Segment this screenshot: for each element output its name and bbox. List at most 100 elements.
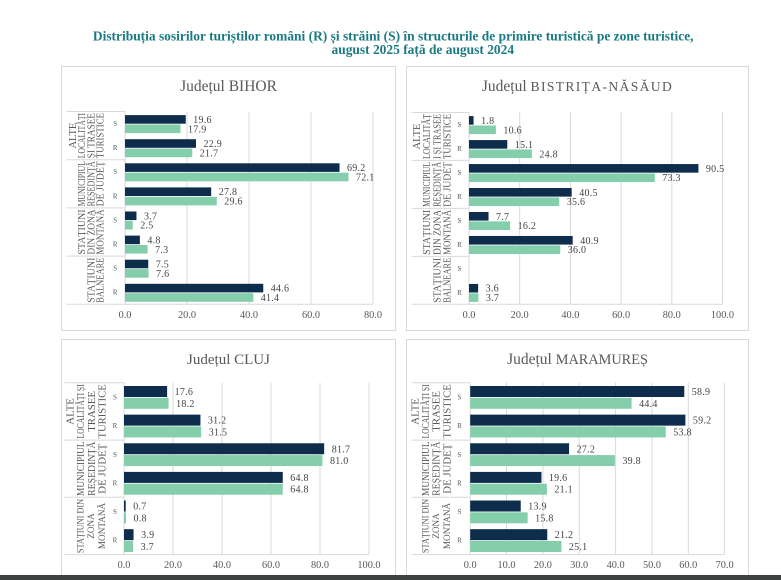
svg-text:REȘEDINȚĂ: REȘEDINȚĂ	[86, 441, 98, 495]
svg-text:REȘEDINȚĂ: REȘEDINȚĂ	[431, 162, 443, 207]
svg-text:20.0: 20.0	[534, 560, 552, 571]
svg-text:Județul BIHOR: Județul BIHOR	[180, 78, 278, 95]
svg-text:REȘEDINȚĂ: REȘEDINȚĂ	[431, 441, 443, 495]
svg-text:31.2: 31.2	[208, 416, 227, 427]
svg-text:BALNEARE: BALNEARE	[443, 258, 454, 303]
svg-text:27.8: 27.8	[219, 187, 238, 198]
svg-text:0.7: 0.7	[133, 502, 146, 513]
svg-text:0.0: 0.0	[463, 310, 476, 321]
svg-text:0.0: 0.0	[464, 560, 477, 571]
svg-text:40.0: 40.0	[213, 560, 231, 571]
svg-text:R: R	[457, 289, 462, 297]
svg-text:7.5: 7.5	[156, 260, 169, 271]
svg-text:17.9: 17.9	[188, 124, 207, 135]
svg-text:DIN ZONA: DIN ZONA	[86, 209, 97, 255]
svg-text:ALTE: ALTE	[409, 398, 421, 425]
svg-text:DE JUDEȚ: DE JUDEȚ	[441, 443, 453, 493]
svg-text:73.3: 73.3	[662, 173, 681, 184]
svg-text:39.8: 39.8	[622, 456, 641, 467]
svg-text:81.0: 81.0	[330, 456, 349, 467]
svg-text:R: R	[113, 192, 118, 200]
svg-text:24.8: 24.8	[539, 149, 558, 160]
svg-text:53.8: 53.8	[673, 427, 692, 438]
svg-text:DE JUDEȚ: DE JUDEȚ	[97, 443, 109, 493]
svg-text:80.0: 80.0	[311, 560, 329, 571]
svg-text:MUNICIPIUL: MUNICIPIUL	[77, 161, 88, 206]
svg-text:30.0: 30.0	[570, 560, 588, 571]
svg-text:R: R	[457, 193, 462, 201]
svg-text:7.3: 7.3	[155, 245, 168, 256]
svg-text:60.0: 60.0	[302, 310, 320, 321]
svg-text:STAȚIUNI: STAȚIUNI	[432, 257, 443, 302]
svg-text:41.4: 41.4	[261, 293, 280, 304]
svg-text:29.6: 29.6	[224, 197, 243, 208]
svg-text:44.6: 44.6	[271, 284, 290, 295]
svg-text:7.6: 7.6	[156, 269, 169, 280]
svg-text:ALTE: ALTE	[64, 398, 76, 425]
svg-text:TRASEE: TRASEE	[86, 391, 98, 432]
svg-text:STAȚIUNI: STAȚIUNI	[86, 257, 97, 303]
svg-text:36.0: 36.0	[568, 245, 587, 256]
svg-text:64.8: 64.8	[290, 485, 309, 496]
svg-text:S: S	[113, 451, 117, 459]
svg-text:STAȚIUNI DIN: STAȚIUNI DIN	[75, 499, 86, 554]
svg-text:MUNICIPIUL: MUNICIPIUL	[75, 442, 87, 496]
svg-text:TURISTICE: TURISTICE	[97, 384, 109, 439]
svg-text:S: S	[113, 508, 117, 516]
svg-text:3.6: 3.6	[486, 284, 499, 295]
svg-text:R: R	[457, 480, 462, 488]
svg-text:69.2: 69.2	[347, 163, 366, 174]
svg-text:LOCALITĂȚI: LOCALITĂȚI	[76, 113, 88, 159]
svg-text:64.8: 64.8	[290, 473, 309, 484]
svg-text:0.8: 0.8	[134, 513, 147, 524]
svg-text:20.0: 20.0	[511, 310, 529, 321]
svg-text:60.0: 60.0	[679, 560, 697, 571]
svg-text:3.7: 3.7	[141, 542, 154, 553]
svg-text:40.9: 40.9	[580, 236, 599, 247]
svg-text:ZONA: ZONA	[86, 513, 96, 539]
svg-text:R: R	[457, 241, 462, 249]
svg-text:60.0: 60.0	[612, 310, 630, 321]
svg-text:S: S	[458, 121, 462, 129]
svg-text:S: S	[113, 120, 117, 128]
svg-text:S: S	[458, 394, 462, 402]
svg-text:TURISTICE: TURISTICE	[96, 113, 107, 158]
svg-text:15.8: 15.8	[535, 513, 554, 524]
svg-text:21.1: 21.1	[554, 485, 573, 496]
svg-text:MUNICIPIUL: MUNICIPIUL	[422, 162, 433, 207]
svg-text:STAȚIUNI: STAȚIUNI	[77, 209, 88, 255]
svg-text:R: R	[113, 422, 118, 430]
svg-text:TRASEE: TRASEE	[431, 391, 443, 432]
svg-text:81.7: 81.7	[332, 444, 351, 455]
svg-text:18.2: 18.2	[176, 399, 195, 410]
svg-text:TURISTICE: TURISTICE	[441, 384, 453, 439]
svg-text:40.0: 40.0	[240, 310, 258, 321]
svg-text:40.5: 40.5	[579, 188, 598, 199]
svg-text:16.2: 16.2	[518, 221, 537, 232]
svg-text:0.0: 0.0	[119, 310, 132, 321]
svg-text:LOCALITĂȚ: LOCALITĂȚ	[421, 114, 433, 159]
svg-text:17.6: 17.6	[175, 387, 194, 398]
svg-text:19.6: 19.6	[193, 115, 212, 126]
svg-text:13.9: 13.9	[528, 502, 547, 513]
svg-text:70.0: 70.0	[716, 560, 734, 571]
svg-text:STAȚIUNI DIN: STAȚIUNI DIN	[420, 499, 431, 554]
svg-text:DE JUDEȚ: DE JUDEȚ	[443, 161, 454, 207]
svg-text:25.1: 25.1	[569, 542, 588, 553]
svg-text:S: S	[458, 451, 462, 459]
svg-text:R: R	[113, 241, 118, 249]
svg-text:ȘI TRASEE: ȘI TRASEE	[86, 113, 97, 158]
svg-text:Județul BISTRIȚA-NĂSĂUD: Județul BISTRIȚA-NĂSĂUD	[482, 78, 673, 95]
svg-text:40.0: 40.0	[561, 310, 579, 321]
svg-text:MONTANĂ: MONTANĂ	[97, 503, 107, 550]
svg-text:1.8: 1.8	[481, 116, 494, 127]
svg-text:3.7: 3.7	[144, 211, 157, 222]
svg-text:Distribuția sosirilor turiștil: Distribuția sosirilor turiștilor români …	[93, 29, 694, 45]
svg-text:60.0: 60.0	[262, 560, 280, 571]
svg-text:ZONA: ZONA	[431, 513, 441, 539]
svg-text:58.9: 58.9	[692, 387, 711, 398]
svg-text:R: R	[457, 145, 462, 153]
svg-text:S: S	[458, 265, 462, 273]
svg-text:S: S	[113, 394, 117, 402]
svg-text:MONTANĂ: MONTANĂ	[95, 209, 107, 255]
